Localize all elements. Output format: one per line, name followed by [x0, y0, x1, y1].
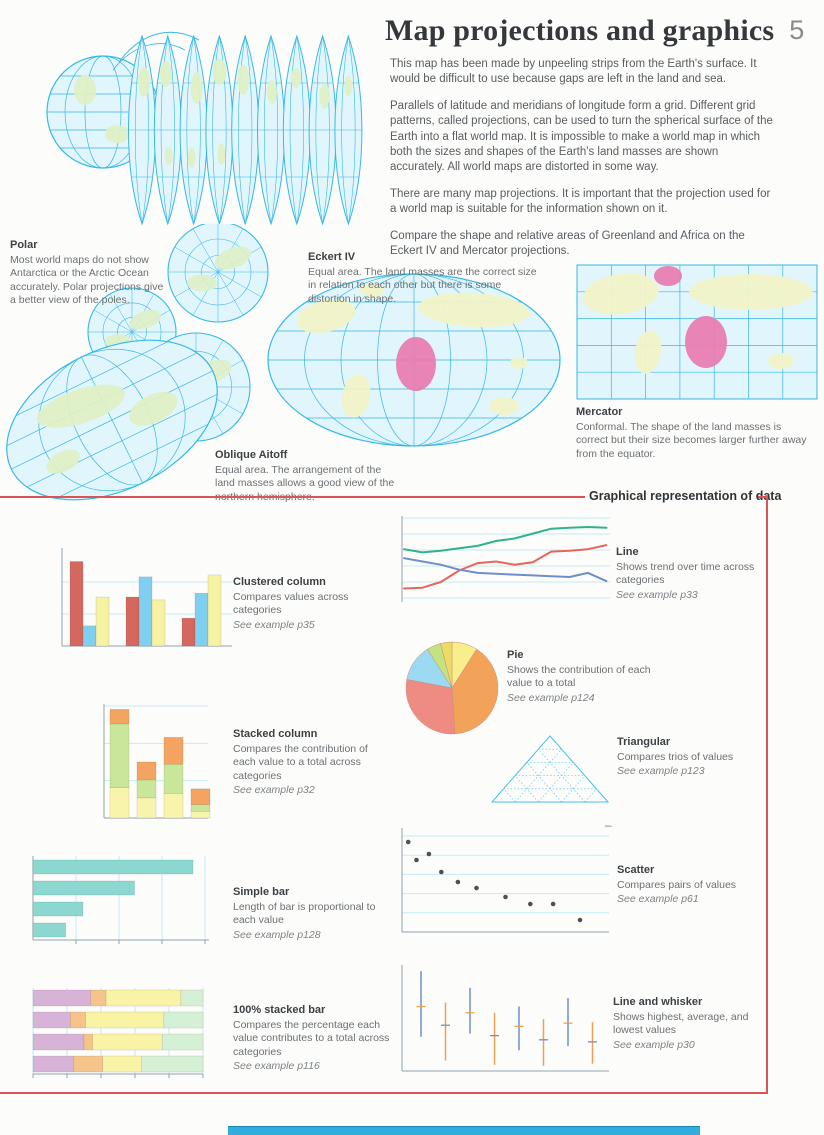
caption-polar: Polar Most world maps do not show Antarc…	[10, 239, 172, 308]
caption-example: See example p32	[233, 784, 315, 797]
chart-line	[396, 512, 614, 604]
caption-title: Pie	[507, 649, 524, 661]
caption-aitoff-title: Oblique Aitoff	[215, 449, 288, 461]
section-rule-top-left	[0, 496, 585, 498]
chart-stacked-column	[96, 698, 211, 824]
caption-example: See example p61	[617, 893, 699, 906]
caption-mercator-text: Conformal. The shape of the land masses …	[576, 420, 807, 460]
caption-text: Shows the contribution of each value to …	[507, 663, 651, 690]
section-rule-top-right	[758, 496, 768, 498]
caption-text: Compares the percentage each value contr…	[233, 1018, 390, 1058]
caption-example: See example p123	[617, 765, 705, 778]
caption-polar-text: Most world maps do not show Antarctica o…	[10, 253, 164, 307]
intro-paragraph: There are many map projections. It is im…	[390, 187, 771, 216]
caption-aitoff-text: Equal area. The arrangement of the land …	[215, 463, 395, 503]
intro-paragraph: Compare the shape and relative areas of …	[390, 229, 745, 258]
caption-example: See example p116	[233, 1060, 320, 1073]
caption-simple-bar: Simple bar Length of bar is proportional…	[233, 886, 385, 941]
caption-eckert-text: Equal area. The land masses are the corr…	[308, 265, 537, 305]
caption-eckert-title: Eckert IV	[308, 251, 356, 263]
caption-line: Line Shows trend over time across catego…	[616, 546, 761, 601]
caption-text: Compares pairs of values	[617, 878, 737, 891]
caption-line-whisker: Line and whisker Shows highest, average,…	[613, 996, 763, 1051]
caption-title: 100% stacked bar	[233, 1004, 326, 1016]
caption-example: See example p124	[507, 691, 595, 704]
chart-scatter	[397, 820, 613, 938]
next-page-edge-strip	[228, 1126, 700, 1135]
page-number: 5	[789, 15, 805, 45]
caption-pct-stacked-bar: 100% stacked bar Compares the percentage…	[233, 1004, 391, 1072]
caption-text: Shows trend over time across categories	[616, 560, 755, 587]
caption-example: See example p35	[233, 618, 315, 631]
caption-polar-title: Polar	[10, 239, 38, 251]
caption-stacked-column: Stacked column Compares the contribution…	[233, 728, 385, 796]
page-header: Map projections and graphics 5	[385, 14, 804, 48]
eckert-iv-map	[264, 268, 564, 456]
mercator-map	[576, 264, 818, 402]
caption-title: Simple bar	[233, 886, 290, 898]
section-rule-bottom	[0, 1092, 768, 1094]
chart-clustered-column	[56, 542, 236, 654]
caption-title: Scatter	[617, 864, 655, 876]
caption-title: Triangular	[617, 736, 671, 748]
unpeeled-globe-illustration	[15, 6, 375, 228]
caption-text: Compares the contribution of each value …	[233, 742, 368, 782]
section-rule-right	[766, 496, 768, 1094]
caption-triangular: Triangular Compares trios of values See …	[617, 736, 762, 777]
caption-title: Line	[616, 546, 639, 558]
page-title: Map projections and graphics	[385, 14, 775, 47]
section-header: Graphical representation of data	[589, 489, 782, 503]
chart-line-whisker	[397, 957, 613, 1077]
caption-text: Compares trios of values	[617, 750, 734, 763]
caption-pie: Pie Shows the contribution of each value…	[507, 649, 662, 704]
intro-paragraph: Parallels of latitude and meridians of l…	[390, 99, 773, 174]
caption-eckert-iv: Eckert IV Equal area. The land masses ar…	[308, 251, 546, 306]
chart-simple-bar	[27, 852, 213, 946]
stray-dash-mark: –	[605, 818, 612, 832]
intro-paragraph: This map has been made by unpeeling stri…	[390, 58, 757, 86]
caption-mercator: Mercator Conformal. The shape of the lan…	[576, 406, 814, 461]
caption-scatter: Scatter Compares pairs of values See exa…	[617, 864, 762, 905]
caption-mercator-title: Mercator	[576, 406, 623, 418]
intro-text: This map has been made by unpeeling stri…	[390, 57, 776, 270]
caption-title: Stacked column	[233, 728, 318, 740]
caption-title: Line and whisker	[613, 996, 703, 1008]
caption-example: See example p30	[613, 1038, 695, 1051]
caption-text: Shows highest, average, and lowest value…	[613, 1010, 749, 1037]
caption-example: See example p33	[616, 588, 698, 601]
caption-clustered-column: Clustered column Compares values across …	[233, 576, 381, 631]
caption-title: Clustered column	[233, 576, 326, 588]
chart-triangular	[487, 731, 613, 807]
caption-text: Length of bar is proportional to each va…	[233, 900, 376, 927]
chart-pie	[402, 638, 502, 738]
caption-example: See example p128	[233, 928, 321, 941]
caption-text: Compares values across categories	[233, 590, 349, 617]
caption-oblique-aitoff: Oblique Aitoff Equal area. The arrangeme…	[215, 449, 395, 504]
chart-pct-stacked-bar	[27, 984, 209, 1080]
